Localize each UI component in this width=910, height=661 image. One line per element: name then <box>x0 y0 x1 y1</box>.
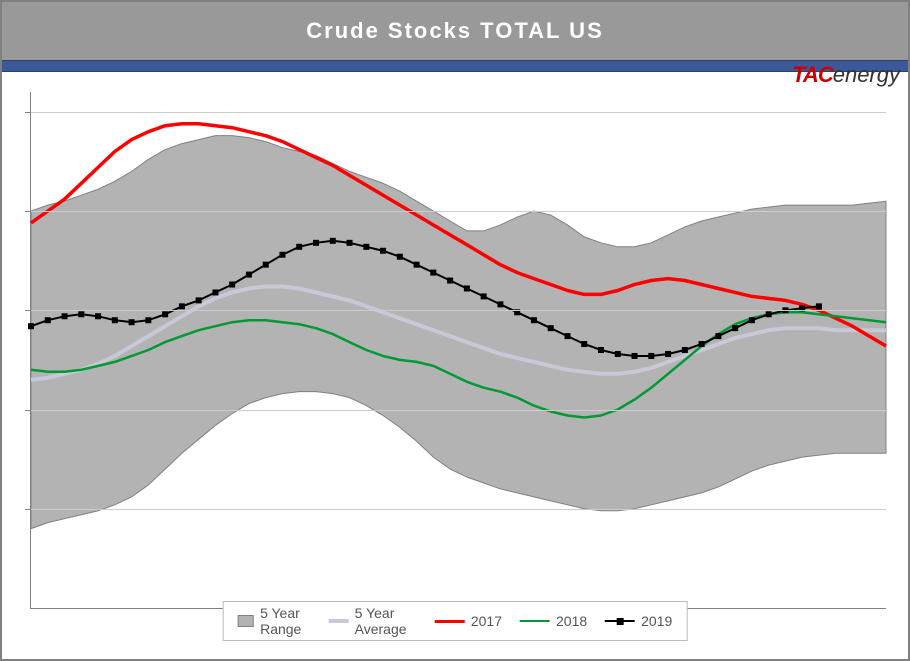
plot-wrap <box>30 92 886 609</box>
accent-bar <box>2 60 908 72</box>
legend-item-2018: 2018 <box>520 613 587 629</box>
logo-part2: energy <box>833 62 900 87</box>
plot-area <box>30 92 886 609</box>
brand-logo: TACenergy <box>792 62 900 88</box>
title-bar: Crude Stocks TOTAL US TACenergy <box>2 2 908 60</box>
chart-title: Crude Stocks TOTAL US <box>306 18 604 44</box>
legend-item-range: 5 Year Range <box>238 605 311 637</box>
chart-container: Crude Stocks TOTAL US TACenergy 5 Year R… <box>0 0 910 661</box>
swatch-2017-icon <box>435 620 465 623</box>
legend-label-2019: 2019 <box>641 613 672 629</box>
swatch-range-icon <box>238 615 254 627</box>
legend: 5 Year Range 5 Year Average 2017 2018 20… <box>223 601 688 641</box>
swatch-avg-icon <box>329 619 349 623</box>
chart-svg <box>31 92 886 608</box>
legend-label-2018: 2018 <box>556 613 587 629</box>
legend-label-range: 5 Year Range <box>260 605 311 637</box>
legend-item-2017: 2017 <box>435 613 502 629</box>
swatch-2019-icon <box>605 615 635 627</box>
legend-label-2017: 2017 <box>471 613 502 629</box>
legend-item-avg: 5 Year Average <box>329 605 417 637</box>
legend-label-avg: 5 Year Average <box>355 605 417 637</box>
legend-item-2019: 2019 <box>605 613 672 629</box>
logo-part1: TAC <box>792 62 833 87</box>
swatch-2018-icon <box>520 620 550 623</box>
